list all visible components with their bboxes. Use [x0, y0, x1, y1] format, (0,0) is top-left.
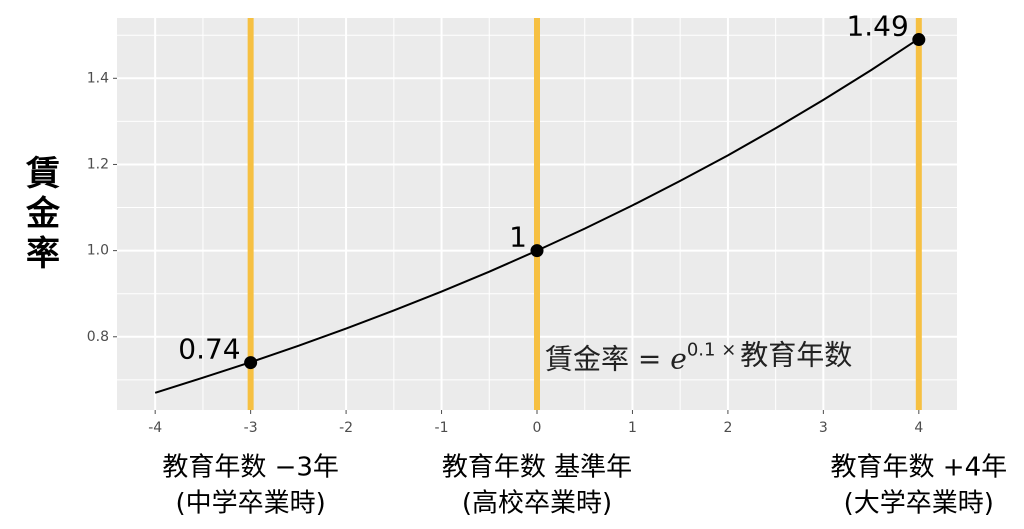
data-label: 1 [509, 221, 527, 254]
x-tick-label: 1 [628, 420, 637, 436]
x-annotation-line: (中学卒業時) [175, 489, 325, 519]
x-tick-label: 4 [914, 420, 923, 436]
formula: 賃金率 = e0.1 × 教育年数 [545, 338, 852, 375]
y-tick-label: 1.2 [87, 156, 109, 172]
x-annotation-line: 教育年数 基準年 [442, 453, 632, 483]
x-annotation: 教育年数 −3年 (中学卒業時) [162, 453, 339, 519]
formula-part: 0.1 × [687, 339, 736, 360]
formula-part: 教育年数 [740, 338, 852, 371]
point [912, 33, 926, 47]
data-label: 1.49 [846, 10, 908, 43]
y-tick-label: 1.0 [87, 243, 109, 259]
x-annotation-line: 教育年数 −3年 [162, 453, 339, 483]
x-tick-label: -4 [148, 420, 162, 436]
x-annotation-line: (高校卒業時) [462, 489, 612, 519]
formula-part: e [670, 342, 687, 375]
y-tick-label: 1.4 [87, 70, 109, 86]
y-tick-label: 0.8 [87, 329, 109, 345]
point [530, 244, 544, 258]
x-annotation: 教育年数 +4年 (大学卒業時) [831, 453, 1008, 519]
point [244, 356, 258, 370]
data-label: 0.74 [178, 333, 240, 366]
x-tick-label: 0 [533, 420, 542, 436]
x-annotation: 教育年数 基準年 (高校卒業時) [442, 453, 632, 519]
x-tick-label: -3 [244, 420, 258, 436]
x-tick-label: 3 [819, 420, 828, 436]
x-annotation-line: (大学卒業時) [844, 489, 994, 519]
formula-part: 賃金率 = [545, 342, 670, 375]
y-axis-label: 賃金率 [20, 155, 61, 275]
x-annotation-line: 教育年数 +4年 [831, 453, 1008, 483]
x-tick-label: -1 [435, 420, 449, 436]
x-tick-label: -2 [339, 420, 353, 436]
x-tick-label: 2 [723, 420, 732, 436]
